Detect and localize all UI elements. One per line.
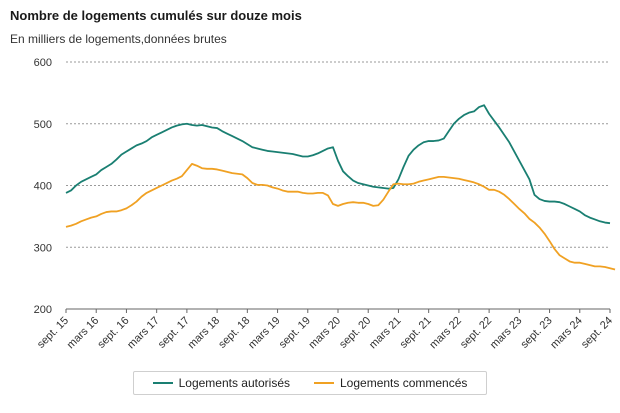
x-tick-label: sept. 16	[95, 315, 131, 351]
x-tick-label: sept. 24	[579, 315, 615, 351]
y-tick-label: 300	[34, 242, 52, 254]
x-tick-label: mars 23	[488, 315, 525, 352]
y-tick-label: 500	[34, 119, 52, 131]
x-tick-label: mars 19	[246, 315, 283, 352]
legend-swatch-autorises	[152, 382, 173, 384]
x-tick-label: sept. 21	[398, 315, 434, 351]
x-tick-label: sept. 15	[35, 315, 71, 351]
y-tick-label: 200	[34, 304, 52, 316]
legend-swatch-commences	[314, 382, 334, 384]
x-tick-label: sept. 19	[277, 315, 313, 351]
y-tick-label: 600	[34, 57, 52, 69]
x-tick-label: mars 16	[65, 315, 102, 352]
y-tick-label: 400	[34, 181, 52, 193]
chart-subtitle: En milliers de logements,données brutes	[10, 32, 227, 46]
x-tick-label: mars 24	[548, 315, 585, 352]
x-tick-label: sept. 20	[337, 315, 373, 351]
grid-layer	[66, 61, 610, 310]
legend-label-autorises: Logements autorisés	[178, 376, 290, 390]
legend-label-commences: Logements commencés	[340, 376, 468, 390]
x-tick-label: sept. 18	[216, 315, 252, 351]
y-axis-ticks: 200 300 400 500 600	[34, 57, 52, 316]
series-line-commences	[65, 162, 616, 271]
chart-title: Nombre de logements cumulés sur douze mo…	[10, 8, 302, 23]
x-tick-label: sept. 23	[519, 315, 555, 351]
chart-legend: Logements autorisés Logements commencés	[133, 371, 487, 395]
series-line-autorises	[65, 104, 611, 225]
x-tick-label: mars 21	[367, 315, 404, 352]
x-tick-label: sept. 22	[458, 315, 494, 351]
x-tick-label: mars 20	[307, 315, 344, 352]
x-tick-label: mars 18	[186, 315, 223, 352]
legend-item-autorises: Logements autorisés	[152, 376, 290, 390]
x-tick-label: mars 22	[427, 315, 464, 352]
x-tick-label: sept. 17	[156, 315, 192, 351]
series-layer	[65, 104, 616, 271]
x-tick-label: mars 17	[125, 315, 162, 352]
legend-item-commences: Logements commencés	[314, 376, 467, 390]
